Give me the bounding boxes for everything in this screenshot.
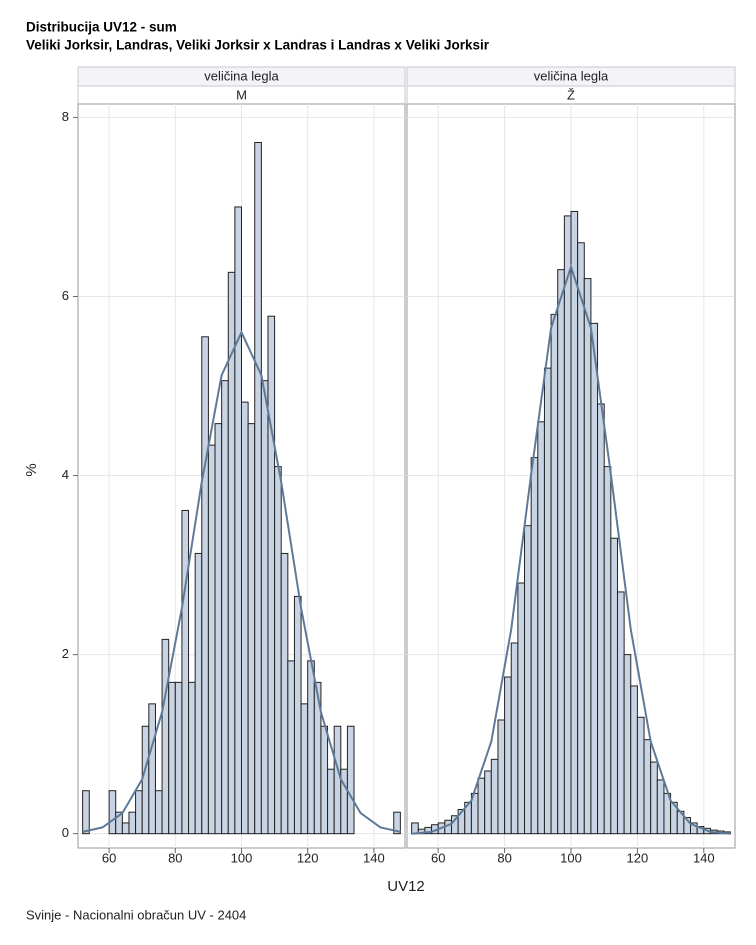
panel-label: M <box>236 87 247 102</box>
x-tick-label: 140 <box>363 850 385 865</box>
histogram-bar <box>497 719 506 835</box>
histogram-bar <box>490 758 499 835</box>
histogram-bar <box>517 582 526 835</box>
histogram-bar <box>154 790 163 835</box>
histogram-bar <box>293 595 302 835</box>
histogram-bar <box>327 768 335 835</box>
histogram-bar <box>590 322 599 835</box>
histogram-bar <box>524 525 532 835</box>
histogram-bar <box>82 790 90 835</box>
panel-label: veličina legla <box>534 68 609 83</box>
histogram-bar <box>477 777 486 835</box>
x-tick-label: 100 <box>231 850 253 865</box>
histogram-bar <box>234 206 243 835</box>
histogram-bar <box>300 703 309 835</box>
histogram-bar <box>610 537 618 835</box>
histogram-bar <box>135 790 143 835</box>
histogram-bar <box>557 269 565 835</box>
histogram-bar <box>411 822 419 835</box>
histogram-bar <box>650 761 658 835</box>
histogram-bar <box>247 423 256 835</box>
x-tick-label: 140 <box>693 850 715 865</box>
density-curve <box>82 329 401 833</box>
histogram-bar <box>108 790 117 835</box>
histogram-bar <box>287 660 295 835</box>
x-tick-label: 80 <box>497 850 511 865</box>
histogram-bar <box>537 421 545 835</box>
x-tick-label: 80 <box>168 850 182 865</box>
histogram-bar <box>504 676 512 835</box>
histogram-bar <box>128 811 137 835</box>
histogram-bar <box>577 242 585 835</box>
y-axis-label: % <box>23 463 40 476</box>
histogram-bar <box>320 725 329 835</box>
histogram-bar <box>214 423 223 835</box>
histogram-bar <box>280 552 289 835</box>
histogram-bar <box>563 215 572 835</box>
histogram-bar <box>174 681 183 835</box>
y-tick-label: 4 <box>62 467 69 482</box>
y-tick-label: 8 <box>62 109 69 124</box>
x-tick-label: 60 <box>431 850 445 865</box>
histogram-bar <box>393 811 401 835</box>
x-tick-label: 60 <box>102 850 116 865</box>
histogram-bar <box>550 313 559 835</box>
histogram-bar <box>543 367 552 835</box>
panel-label: Ž <box>567 87 575 102</box>
histogram-bar <box>161 638 170 835</box>
histogram-bar <box>530 457 539 835</box>
histogram-bar <box>148 703 156 835</box>
histogram-bar <box>484 770 492 835</box>
histogram-bar <box>188 681 196 835</box>
histogram-bar <box>201 336 209 835</box>
histogram-bar <box>583 278 592 835</box>
histogram-bar <box>221 380 229 835</box>
y-tick-label: 6 <box>62 288 69 303</box>
histogram-bar <box>274 466 282 835</box>
histogram-bar <box>254 141 262 835</box>
histogram-bar <box>656 779 665 835</box>
histogram-bar <box>333 725 342 835</box>
histogram-bar <box>346 725 355 835</box>
histogram-bar <box>260 380 269 835</box>
histogram-bar <box>597 403 605 835</box>
histogram-bar <box>121 822 130 835</box>
histogram-bar <box>510 642 519 835</box>
histogram-bar <box>241 401 249 835</box>
x-tick-label: 120 <box>297 850 319 865</box>
y-tick-label: 0 <box>62 825 69 840</box>
histogram-bar <box>570 210 579 835</box>
density-curve <box>411 263 731 835</box>
panel-label: veličina legla <box>204 68 279 83</box>
chart-subtitle: Veliki Jorksir, Landras, Veliki Jorksir … <box>26 38 490 53</box>
histogram-bar <box>623 654 632 835</box>
histogram-bar <box>616 591 625 835</box>
y-tick-label: 2 <box>62 646 69 661</box>
histogram-bar <box>194 552 203 835</box>
histogram-bar <box>636 716 645 835</box>
x-axis-label: UV12 <box>387 878 425 895</box>
x-tick-label: 120 <box>627 850 649 865</box>
histogram-bar <box>267 315 276 835</box>
histogram-bar <box>643 739 652 835</box>
histogram-bar <box>630 685 638 835</box>
histogram-bar <box>181 509 190 835</box>
histogram-bar <box>141 725 150 835</box>
histogram-bar <box>207 444 216 835</box>
chart-title: Distribucija UV12 - sum <box>26 20 177 35</box>
histogram-bar <box>603 466 612 835</box>
histogram-bar <box>168 681 176 835</box>
x-tick-label: 100 <box>560 850 582 865</box>
footnote: Svinje - Nacionalni obračun UV - 2404 <box>26 907 246 922</box>
histogram-bar <box>307 660 315 835</box>
